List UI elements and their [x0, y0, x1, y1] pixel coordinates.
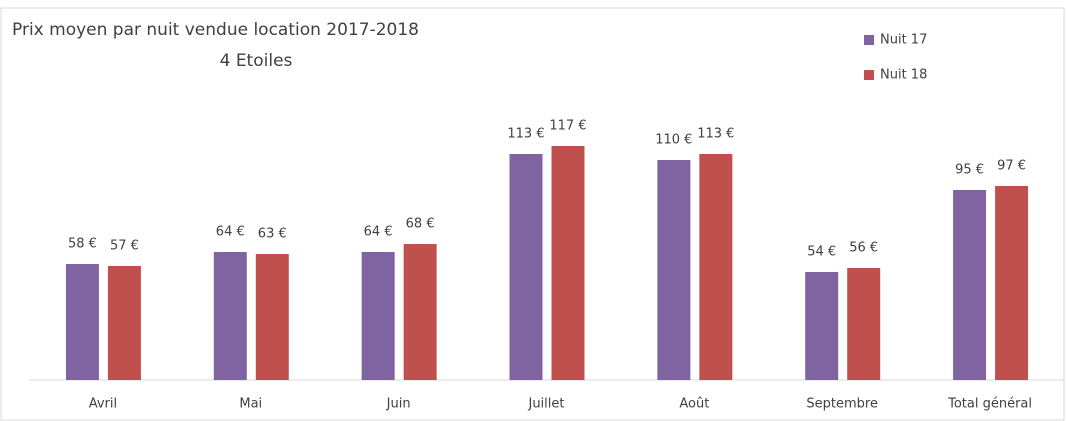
x-tick-label: Juillet [527, 397, 564, 412]
data-label: 56 € [849, 241, 878, 256]
bar [551, 146, 585, 380]
data-label: 64 € [364, 225, 393, 240]
bar [65, 264, 99, 380]
data-label: 117 € [549, 119, 586, 134]
data-label: 57 € [110, 239, 139, 254]
data-label: 68 € [406, 217, 435, 232]
x-tick-label: Septembre [806, 397, 878, 412]
data-label: 97 € [997, 159, 1026, 174]
bar [847, 268, 881, 380]
bar [509, 154, 543, 380]
x-tick-label: Avril [89, 397, 117, 412]
chart-title: Prix moyen par nuit vendue location 2017… [12, 20, 419, 40]
bar [953, 190, 987, 380]
legend-label: Nuit 18 [880, 68, 927, 83]
x-tick-label: Mai [239, 397, 262, 412]
data-label: 63 € [258, 227, 287, 242]
data-label: 110 € [655, 133, 692, 148]
bar [213, 252, 247, 380]
legend-label: Nuit 17 [880, 33, 927, 48]
legend-swatch [864, 70, 874, 80]
x-tick-label: Juin [386, 397, 411, 412]
bar [657, 160, 691, 380]
legend-swatch [864, 35, 874, 45]
bar [255, 254, 289, 380]
bar [699, 154, 733, 380]
chart-subtitle: 4 Etoiles [220, 51, 293, 71]
x-tick-label: Total général [947, 397, 1032, 412]
data-label: 113 € [507, 127, 544, 142]
x-tick-label: Août [679, 397, 709, 412]
data-label: 64 € [216, 225, 245, 240]
bar [995, 186, 1029, 380]
bar [403, 244, 437, 380]
data-label: 113 € [697, 127, 734, 142]
bar [361, 252, 395, 380]
data-label: 54 € [807, 245, 836, 260]
data-label: 95 € [955, 163, 984, 178]
bar [107, 266, 141, 380]
bar [805, 272, 839, 380]
data-label: 58 € [68, 237, 97, 252]
